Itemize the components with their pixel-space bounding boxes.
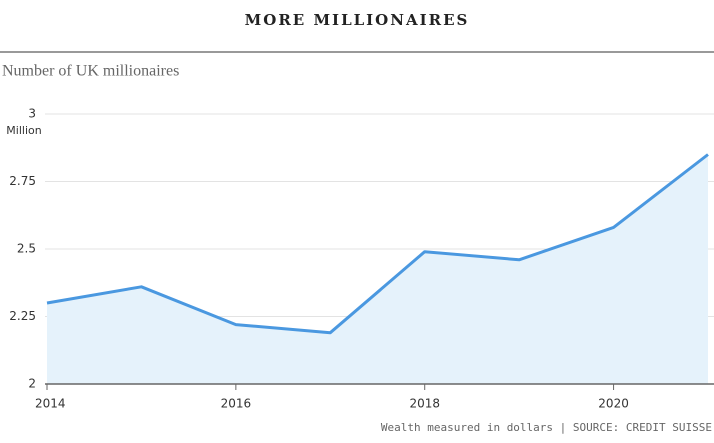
- source-note: Wealth measured in dollars | SOURCE: CRE…: [381, 421, 712, 434]
- y-tick-label: 3: [28, 107, 36, 121]
- x-tick-label: 2020: [598, 397, 629, 411]
- x-tick-label: 2016: [221, 397, 252, 411]
- y-tick-label: 2.25: [9, 309, 36, 323]
- y-tick-label: 2.5: [17, 242, 36, 256]
- area: [47, 154, 708, 384]
- chart-title: MORE MILLIONAIRES: [245, 11, 470, 29]
- y-tick-label: 2: [28, 377, 36, 391]
- line: [46, 153, 709, 335]
- chart-subtitle: Number of UK millionaires: [2, 63, 179, 80]
- y-unit: Million: [6, 124, 41, 137]
- y-tick-label: 2.75: [9, 174, 36, 188]
- x-tick-label: 2018: [409, 397, 440, 411]
- x-tick-label: 2014: [35, 397, 66, 411]
